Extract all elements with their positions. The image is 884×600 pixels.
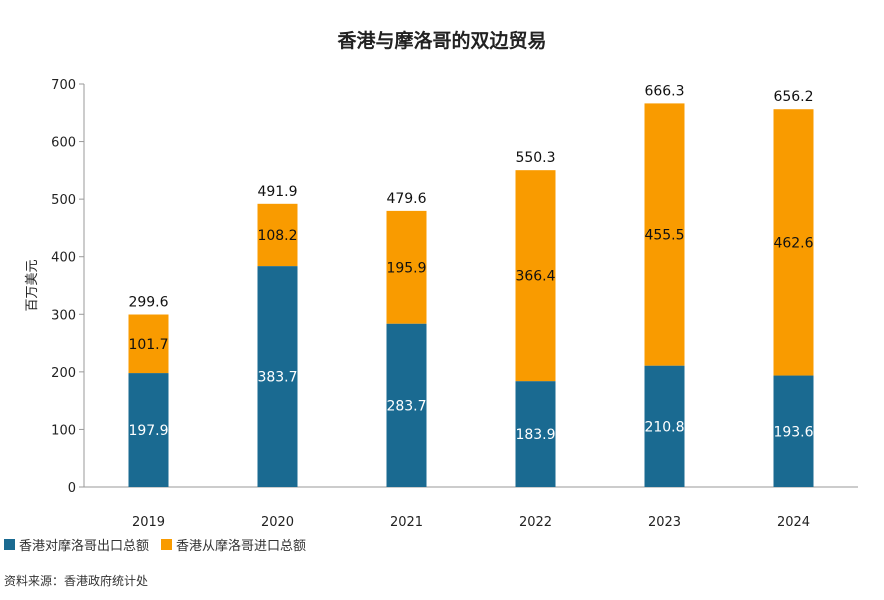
legend-item-imports: 香港从摩洛哥进口总额 xyxy=(161,535,306,554)
y-tick-label: 300 xyxy=(51,308,76,323)
legend-swatch-imports xyxy=(161,539,173,550)
bar-exports xyxy=(515,381,556,487)
bar-total-label: 550.3 xyxy=(515,150,555,166)
y-tick-label: 0 xyxy=(68,481,76,496)
x-tick-label: 2019 xyxy=(132,515,165,530)
bar-value-label: 210.8 xyxy=(644,419,684,435)
bar-value-label: 283.7 xyxy=(386,398,426,414)
bar-imports xyxy=(386,210,427,324)
bar-total-label: 666.3 xyxy=(644,83,684,99)
y-tick-label: 200 xyxy=(51,366,76,381)
legend-item-exports: 香港对摩洛哥出口总额 xyxy=(4,535,149,554)
bar-value-label: 197.9 xyxy=(128,423,168,439)
source-note: 资料来源：香港政府统计处 xyxy=(4,574,149,588)
bar-value-label: 455.5 xyxy=(644,228,684,244)
bar-value-label: 101.7 xyxy=(128,337,168,353)
y-tick-label: 100 xyxy=(51,423,76,438)
bar-imports xyxy=(644,103,685,366)
x-tick-label: 2022 xyxy=(519,515,552,530)
x-tick-label: 2020 xyxy=(261,515,294,530)
bar-imports xyxy=(515,170,556,382)
y-tick-label: 500 xyxy=(51,193,76,208)
chart-title: 香港与摩洛哥的双边贸易 xyxy=(337,30,547,52)
bar-value-label: 108.2 xyxy=(257,228,297,244)
stacked-bar-chart: 0 100 200 300 400 500 600 700 百万美元 2019 197.9 101.7… xyxy=(25,78,858,530)
bar-total-label: 479.6 xyxy=(386,191,426,207)
x-tick-label: 2024 xyxy=(777,515,810,530)
bar-imports xyxy=(128,314,169,374)
x-tick-label: 2021 xyxy=(390,515,423,530)
bar-value-label: 366.4 xyxy=(515,269,555,285)
bar-exports xyxy=(773,375,814,487)
bar-total-label: 491.9 xyxy=(257,184,297,200)
bar-total-label: 656.2 xyxy=(773,89,813,105)
y-tick-label: 600 xyxy=(51,136,76,151)
bar-exports xyxy=(128,373,169,487)
bar-value-label: 383.7 xyxy=(257,370,297,386)
legend-label-exports: 香港对摩洛哥出口总额 xyxy=(19,539,150,554)
bar-imports xyxy=(773,109,814,376)
bar-value-label: 183.9 xyxy=(515,427,555,443)
bar-exports xyxy=(386,323,427,487)
legend-swatch-exports xyxy=(4,539,15,550)
bar-value-label: 193.6 xyxy=(773,424,813,440)
bar-value-label: 462.6 xyxy=(773,235,813,251)
legend: 香港对摩洛哥出口总额 香港从摩洛哥进口总额 xyxy=(4,535,306,554)
bar-total-label: 299.6 xyxy=(128,295,168,311)
bar-imports xyxy=(257,203,298,267)
bar-exports xyxy=(644,365,685,487)
y-axis-label: 百万美元 xyxy=(25,259,40,311)
bar-value-label: 195.9 xyxy=(386,260,426,276)
y-tick-label: 400 xyxy=(51,251,76,266)
legend-label-imports: 香港从摩洛哥进口总额 xyxy=(176,539,307,554)
x-tick-label: 2023 xyxy=(648,515,681,530)
bar-exports xyxy=(257,266,298,487)
y-tick-label: 700 xyxy=(51,78,76,93)
